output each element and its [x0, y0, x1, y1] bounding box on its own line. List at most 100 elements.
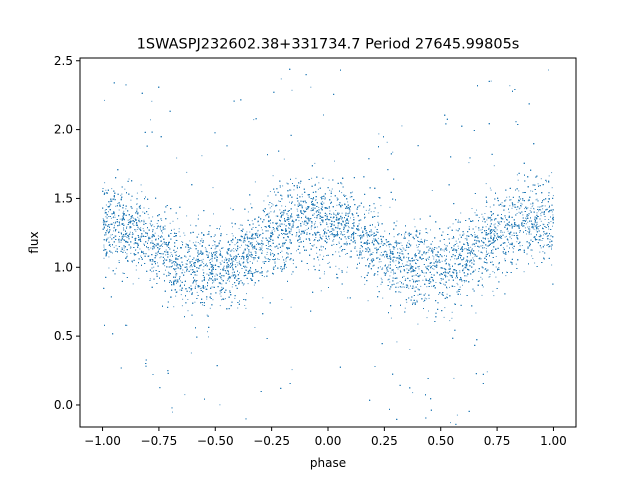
data-point [442, 249, 444, 251]
data-point [413, 287, 415, 289]
data-point [536, 217, 538, 219]
data-point [505, 199, 507, 201]
data-point [406, 268, 408, 270]
data-point [501, 202, 503, 204]
data-point [508, 222, 510, 224]
data-point [125, 251, 126, 253]
data-point [389, 206, 391, 208]
data-point [274, 230, 276, 232]
data-point [540, 206, 542, 208]
data-point [247, 256, 249, 258]
data-point [404, 307, 406, 309]
data-point [399, 247, 401, 249]
data-point [522, 192, 524, 194]
data-point [405, 278, 407, 280]
data-point [447, 271, 449, 273]
data-point [348, 220, 350, 222]
data-point [433, 258, 435, 260]
data-point [110, 245, 111, 247]
data-point [341, 212, 343, 214]
data-point [388, 258, 390, 260]
data-point [382, 267, 384, 269]
data-point [528, 233, 530, 235]
data-point [315, 246, 317, 248]
data-point [122, 272, 124, 274]
data-point [233, 250, 235, 252]
data-point [254, 181, 256, 183]
data-point [542, 205, 544, 207]
data-point [122, 239, 124, 241]
data-point [219, 262, 221, 264]
data-point [259, 247, 261, 249]
data-point [488, 241, 489, 243]
data-point [512, 205, 514, 207]
data-point [234, 244, 236, 246]
data-point [348, 235, 350, 237]
data-point [190, 352, 192, 354]
data-point [552, 214, 554, 216]
data-point [548, 222, 550, 224]
data-point [527, 231, 529, 232]
data-point [142, 228, 144, 230]
data-point [188, 249, 190, 251]
data-point [548, 175, 550, 177]
data-point [201, 251, 203, 253]
data-point [460, 293, 461, 295]
data-point [345, 226, 347, 228]
data-point [476, 235, 478, 237]
data-point [259, 249, 261, 251]
data-point [456, 414, 458, 416]
data-point [149, 278, 151, 280]
data-point [449, 226, 451, 228]
data-point [319, 222, 321, 224]
data-point [464, 281, 465, 283]
data-point [268, 237, 270, 239]
data-point [433, 256, 435, 258]
data-point [380, 283, 382, 285]
data-point [151, 240, 153, 242]
data-point [298, 229, 300, 231]
data-point [239, 246, 241, 248]
data-point [219, 290, 221, 292]
data-point [544, 233, 546, 234]
data-point [490, 220, 492, 222]
data-point [136, 203, 138, 205]
data-point [223, 266, 225, 268]
data-point [371, 231, 373, 233]
data-point [214, 275, 216, 277]
data-point [499, 224, 501, 225]
data-point [246, 293, 247, 295]
chart-title: 1SWASPJ232602.38+331734.7 Period 27645.9… [137, 37, 520, 53]
data-point [522, 214, 524, 216]
data-point [240, 256, 242, 257]
data-point [150, 224, 152, 226]
data-point [221, 260, 223, 262]
data-point [215, 253, 217, 254]
data-point [450, 422, 451, 424]
data-point [289, 217, 291, 219]
data-point [252, 248, 254, 250]
data-point [526, 233, 527, 235]
data-point [420, 285, 422, 287]
data-point [423, 300, 425, 302]
data-point [156, 254, 158, 256]
data-point [386, 245, 388, 247]
data-point [148, 249, 150, 251]
data-point [430, 229, 431, 231]
data-point [246, 231, 248, 233]
data-point [465, 260, 467, 262]
data-point [183, 232, 185, 234]
data-point [243, 250, 245, 252]
data-point [498, 221, 500, 223]
data-point [386, 241, 388, 243]
data-point [184, 394, 186, 396]
data-point [102, 221, 104, 223]
data-point [445, 274, 447, 276]
data-point [254, 327, 256, 328]
data-point [215, 255, 217, 257]
data-point [110, 204, 112, 206]
data-point [255, 252, 256, 254]
data-point [478, 250, 480, 252]
data-point [552, 225, 553, 227]
data-point [148, 217, 150, 219]
